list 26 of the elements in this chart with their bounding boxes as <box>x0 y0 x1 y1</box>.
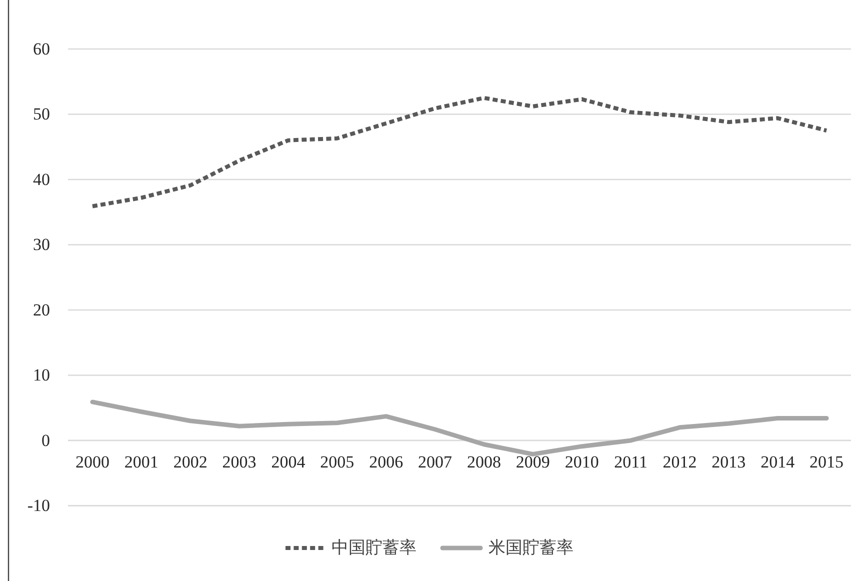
y-tick-label: -10 <box>27 496 50 516</box>
x-tick-label: 2009 <box>516 452 550 472</box>
x-tick-label: 2003 <box>222 452 256 472</box>
y-tick-label: 10 <box>33 366 50 385</box>
x-tick-label: 2000 <box>75 452 110 472</box>
legend-label: 中国貯蓄率 <box>332 538 416 558</box>
legend-label: 米国貯蓄率 <box>488 538 574 558</box>
x-tick-label: 2002 <box>173 452 208 472</box>
x-tick-label: 2004 <box>271 452 306 472</box>
y-tick-label: 40 <box>33 170 50 189</box>
x-tick-label: 2015 <box>810 452 844 472</box>
x-tick-label: 2012 <box>662 452 697 472</box>
x-tick-label: 2006 <box>369 452 404 472</box>
x-tick-label: 2008 <box>466 452 501 472</box>
y-tick-label: 60 <box>33 40 50 58</box>
x-tick-label: 2007 <box>418 452 453 472</box>
y-tick-label: 0 <box>42 430 50 450</box>
y-tick-label: 50 <box>33 104 50 124</box>
x-tick-label: 2005 <box>320 452 354 472</box>
x-tick-label: 2014 <box>760 452 796 472</box>
x-tick-label: 2010 <box>564 452 599 472</box>
y-tick-label: 20 <box>33 300 50 320</box>
x-tick-label: 2001 <box>124 452 158 472</box>
y-tick-label: 30 <box>33 235 50 254</box>
x-tick-label: 2011 <box>614 452 648 472</box>
x-tick-label: 2013 <box>712 452 746 472</box>
